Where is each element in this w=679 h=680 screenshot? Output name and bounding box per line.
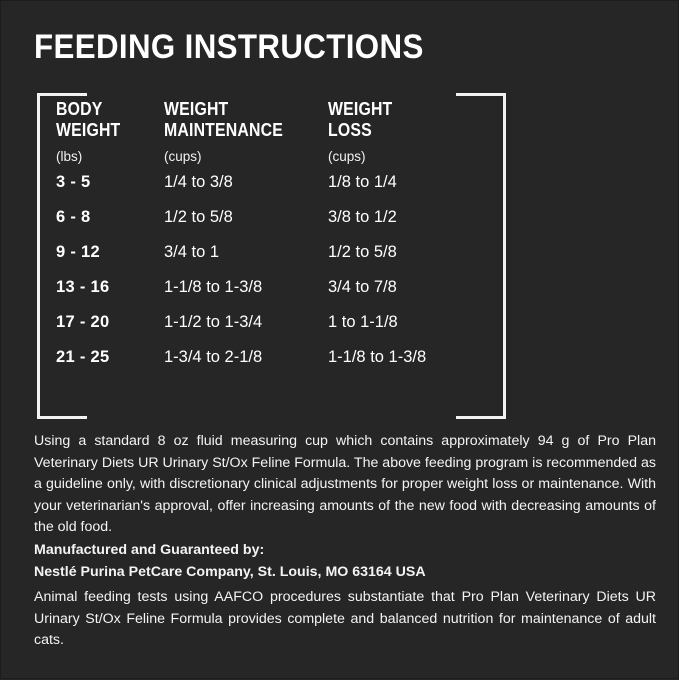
cell-weight-maintenance: 1/4 to 3/8 (164, 173, 233, 191)
feeding-table-body: 3 - 5 1/4 to 3/8 1/8 to 1/4 6 - 8 1/2 to… (56, 165, 488, 375)
cell-weight-maintenance: 1-1/8 to 1-3/8 (164, 278, 263, 296)
cell-weight-loss: 3/4 to 7/8 (328, 278, 397, 296)
feeding-table-container: BODY WEIGHT (lbs) WEIGHT MAINTENANCE (cu… (56, 99, 488, 375)
cell-body-weight: 17 - 20 (56, 313, 110, 331)
table-row: 6 - 8 1/2 to 5/8 3/8 to 1/2 (56, 200, 488, 235)
column-header-line-2: MAINTENANCE (164, 120, 283, 140)
cell-body-weight: 6 - 8 (56, 208, 91, 226)
cell-body-weight: 13 - 16 (56, 278, 110, 296)
table-row: 3 - 5 1/4 to 3/8 1/8 to 1/4 (56, 165, 488, 200)
cell-weight-loss: 3/8 to 1/2 (328, 208, 397, 226)
bracket-corner-bottom-right (456, 416, 506, 419)
manufacturer-name: Nestlé Purina PetCare Company, St. Louis… (34, 564, 426, 580)
feeding-guidance-text: Using a standard 8 oz fluid measuring cu… (34, 433, 656, 535)
cell-weight-loss: 1/2 to 5/8 (328, 243, 397, 261)
bracket-left-edge (37, 93, 40, 419)
cell-weight-maintenance: 1-3/4 to 2-1/8 (164, 348, 263, 366)
manufacturer-label: Manufactured and Guaranteed by: (34, 542, 265, 558)
table-header-row: BODY WEIGHT (lbs) WEIGHT MAINTENANCE (cu… (56, 99, 488, 165)
column-header-line-1: WEIGHT (164, 99, 229, 119)
table-row: 13 - 16 1-1/8 to 1-3/8 3/4 to 7/8 (56, 270, 488, 305)
cell-body-weight: 9 - 12 (56, 243, 100, 261)
bracket-corner-bottom-left (37, 416, 87, 419)
cell-weight-loss: 1-1/8 to 1-3/8 (328, 348, 427, 366)
bracket-corner-top-left (37, 93, 87, 96)
column-header-unit: (cups) (328, 149, 366, 164)
page-title: FEEDING INSTRUCTIONS (34, 28, 424, 66)
cell-weight-maintenance: 3/4 to 1 (164, 243, 220, 261)
column-header-body-weight: BODY WEIGHT (lbs) (56, 99, 164, 165)
manufacturer-block: Manufactured and Guaranteed by: Nestlé P… (34, 539, 656, 583)
feeding-table: BODY WEIGHT (lbs) WEIGHT MAINTENANCE (cu… (56, 99, 488, 375)
column-header-unit: (lbs) (56, 149, 83, 164)
column-header-weight-loss: WEIGHT LOSS (cups) (328, 99, 488, 165)
feeding-table-header: BODY WEIGHT (lbs) WEIGHT MAINTENANCE (cu… (56, 99, 488, 165)
table-row: 21 - 25 1-3/4 to 2-1/8 1-1/8 to 1-3/8 (56, 340, 488, 375)
column-header-weight-maintenance: WEIGHT MAINTENANCE (cups) (164, 99, 328, 165)
column-header-line-2: LOSS (328, 120, 372, 140)
cell-body-weight: 3 - 5 (56, 173, 91, 191)
table-row: 9 - 12 3/4 to 1 1/2 to 5/8 (56, 235, 488, 270)
cell-weight-maintenance: 1/2 to 5/8 (164, 208, 233, 226)
cell-weight-maintenance: 1-1/2 to 1-3/4 (164, 313, 263, 331)
bracket-right-edge (503, 93, 506, 419)
column-header-line-1: BODY (56, 99, 103, 119)
bracket-corner-top-right (456, 93, 506, 96)
column-header-unit: (cups) (164, 149, 202, 164)
aafco-statement-text: Animal feeding tests using AAFCO procedu… (34, 589, 656, 648)
column-header-line-2: WEIGHT (56, 120, 121, 140)
column-header-line-1: WEIGHT (328, 99, 393, 119)
table-row: 17 - 20 1-1/2 to 1-3/4 1 to 1-1/8 (56, 305, 488, 340)
cell-weight-loss: 1 to 1-1/8 (328, 313, 398, 331)
cell-weight-loss: 1/8 to 1/4 (328, 173, 397, 191)
cell-body-weight: 21 - 25 (56, 348, 110, 366)
